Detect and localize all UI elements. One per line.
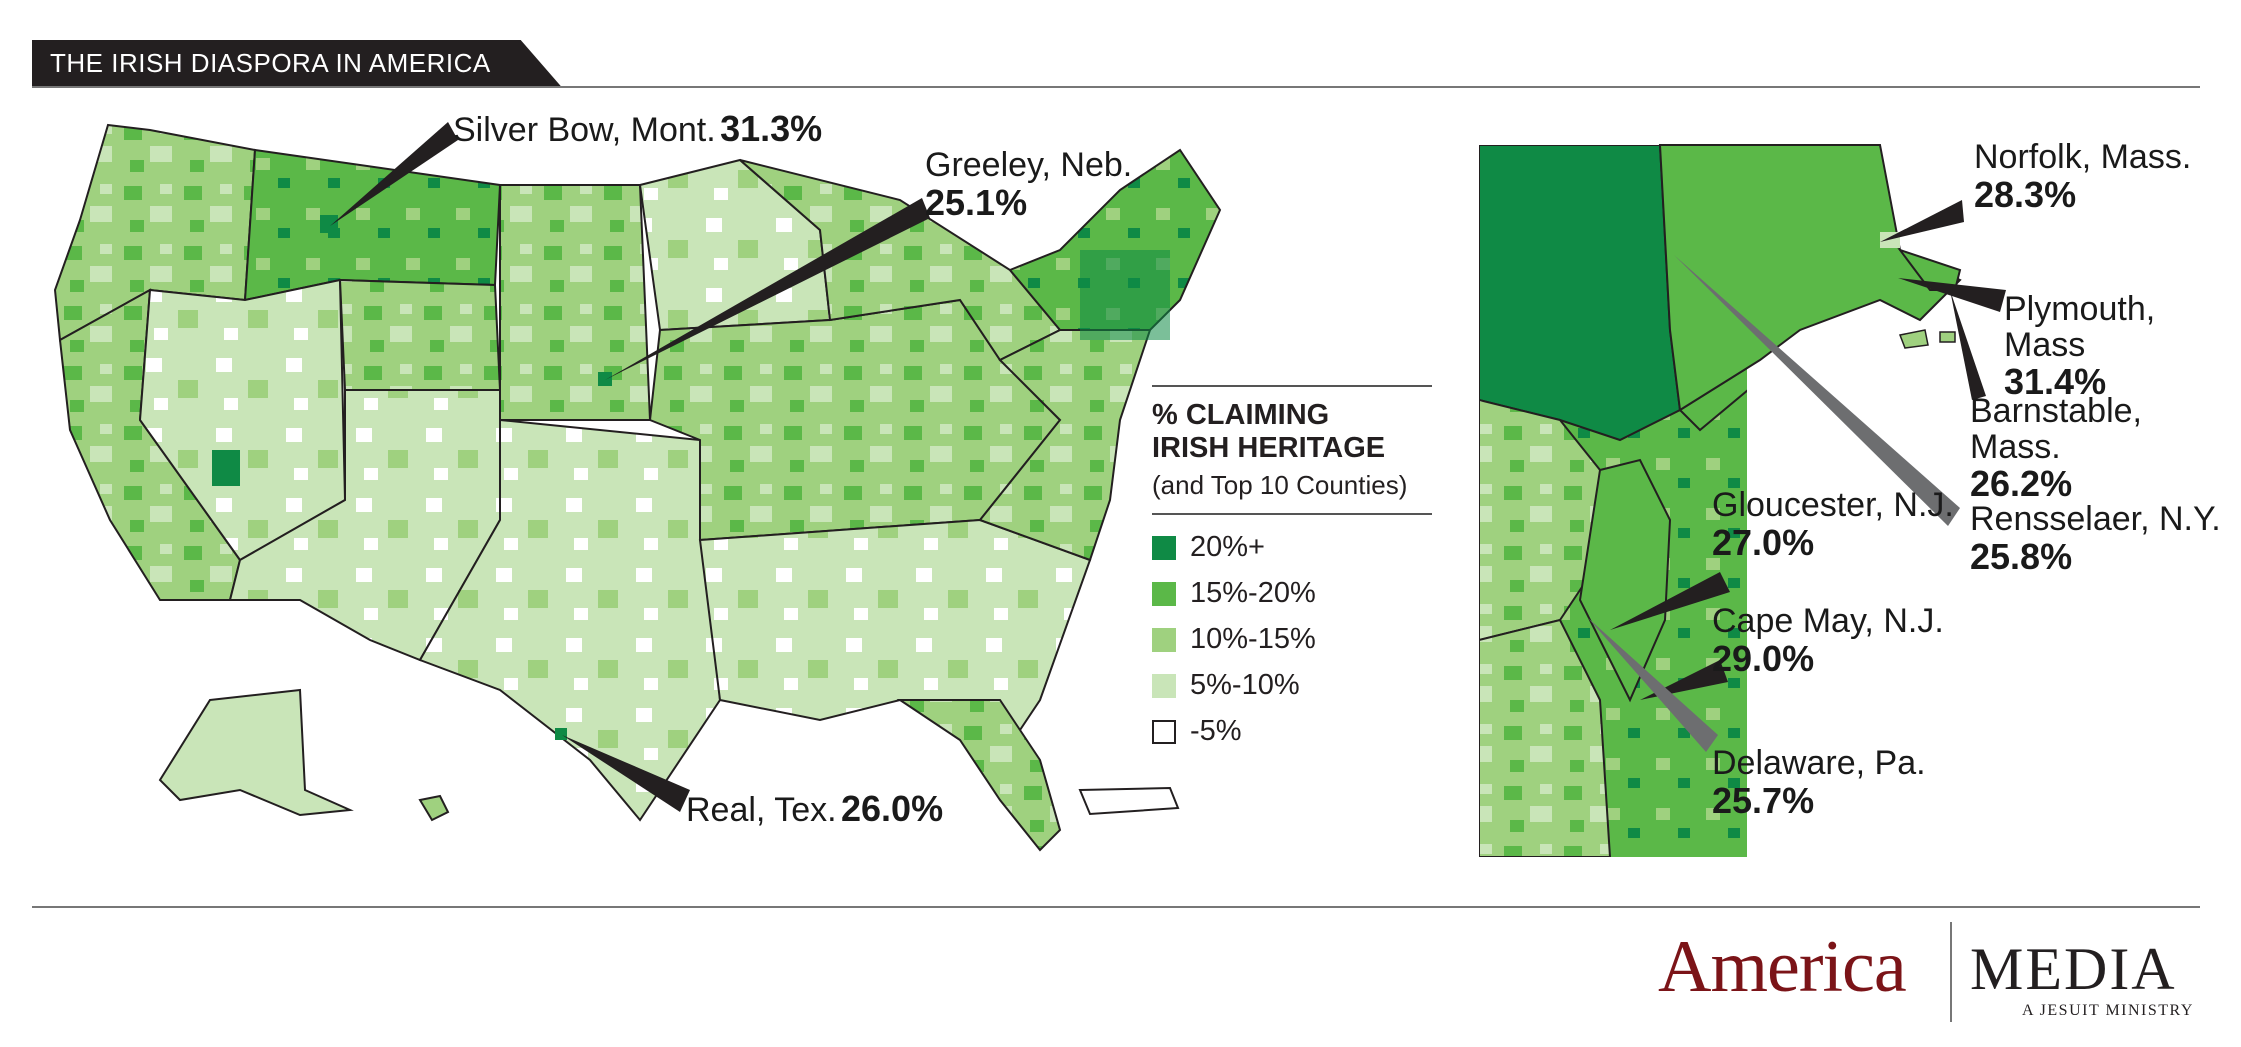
inset-new-jersey <box>1578 458 1672 703</box>
callout-name: Cape May, N.J. <box>1712 602 1944 640</box>
pointer-gloucester <box>1610 572 1730 630</box>
us-map <box>53 123 1222 852</box>
county-silver-bow <box>320 215 338 233</box>
pointer-plymouth <box>1898 278 2006 312</box>
legend-rule-bottom <box>1152 512 1432 515</box>
pointer-greeley <box>605 198 930 380</box>
pointer-silver-bow <box>330 122 458 226</box>
callout-name: Greeley, Neb. <box>925 146 1133 184</box>
callout-gloucester: Gloucester, N.J. 27.0% <box>1712 486 1954 563</box>
callout-silver-bow: Silver Bow, Mont. 31.3% <box>453 110 822 149</box>
legend-rule-top <box>1152 385 1432 387</box>
callout-pct: 31.4% <box>2004 361 2107 403</box>
callout-name: Delaware, Pa. <box>1712 744 1926 782</box>
legend-subtitle: (and Top 10 Counties) <box>1152 469 1408 500</box>
logo-divider <box>1950 922 1952 1022</box>
america-logo: America <box>1658 926 1907 1008</box>
county-real <box>555 728 567 740</box>
legend-title-line2: IRISH HERITAGE <box>1152 432 1386 465</box>
callout-name: Silver Bow, Mont. <box>453 111 716 149</box>
callout-norfolk: Norfolk, Mass. 28.3% <box>1974 138 2192 215</box>
legend-title: % CLAIMING IRISH HERITAGE <box>1152 399 1432 466</box>
legend-item: -5% <box>1152 709 1432 755</box>
callout-name: Gloucester, N.J. <box>1712 486 1954 524</box>
region-mountain-north <box>243 148 502 302</box>
inset-new-york <box>1479 145 1682 442</box>
callout-pct: 26.0% <box>841 788 944 829</box>
legend-title-line1: % CLAIMING <box>1152 399 1330 431</box>
inset-new-england <box>1658 144 1962 412</box>
callout-pct: 25.7% <box>1712 779 1815 821</box>
page-title: THE IRISH DIASPORA IN AMERICA <box>32 40 561 86</box>
legend-label: 20%+ <box>1190 531 1265 564</box>
callout-pct: 29.0% <box>1712 637 1815 679</box>
callout-rensselaer: Rensselaer, N.Y. 25.8% <box>1970 500 2221 577</box>
region-northern-plains <box>499 184 652 421</box>
legend-label: 10%-15% <box>1190 623 1316 656</box>
inset-islands <box>1898 329 1956 349</box>
callout-real: Real, Tex. 26.0% <box>686 790 943 829</box>
region-puerto-rico <box>1078 786 1180 816</box>
map-legend: % CLAIMING IRISH HERITAGE (and Top 10 Co… <box>1152 385 1432 755</box>
legend-label: 5%-10% <box>1190 669 1300 702</box>
callout-cape-may: Cape May, N.J. 29.0% <box>1712 602 1944 679</box>
region-florida <box>896 699 1062 852</box>
callout-delaware: Delaware, Pa. 25.7% <box>1712 744 1926 821</box>
legend-label: 15%-20% <box>1190 577 1316 610</box>
callout-name: Plymouth, Mass <box>2004 290 2156 364</box>
callout-name: Rensselaer, N.Y. <box>1970 500 2221 538</box>
region-hawaii <box>418 794 450 822</box>
legend-swatch <box>1152 535 1176 560</box>
callout-pct: 26.2% <box>1970 463 2073 505</box>
legend-item: 5%-10% <box>1152 663 1432 709</box>
pointer-norfolk <box>1880 200 1964 242</box>
legend-swatch <box>1152 719 1176 744</box>
legend-item: 20%+ <box>1152 525 1432 571</box>
callout-pointers <box>330 122 2006 812</box>
bottom-rule <box>32 906 2200 908</box>
media-logo: MEDIA <box>1970 936 2177 1002</box>
legend-swatch <box>1152 673 1176 698</box>
callout-name: Real, Tex. <box>686 791 837 829</box>
callout-pct: 25.8% <box>1970 535 2073 577</box>
region-south <box>698 518 1092 763</box>
pointer-real <box>562 735 690 812</box>
legend-label: -5% <box>1190 715 1242 748</box>
legend-item: 10%-15% <box>1152 617 1432 663</box>
inset-delaware-maryland <box>1479 618 1612 857</box>
callout-greeley: Greeley, Neb. 25.1% <box>925 146 1133 223</box>
county-ne-cluster <box>1080 250 1170 340</box>
logo-tagline: A JESUIT MINISTRY <box>2022 1002 2194 1019</box>
callout-name: Norfolk, Mass. <box>1974 138 2192 176</box>
legend-swatch <box>1152 581 1176 606</box>
county-greeley <box>598 372 612 386</box>
top-rule <box>32 86 2200 88</box>
legend-item: 15%-20% <box>1152 571 1432 617</box>
pointer-delaware <box>1588 618 1718 752</box>
callout-plymouth: Plymouth, Mass 31.4% <box>2004 290 2241 403</box>
county-utah <box>212 450 240 486</box>
callout-pct: 28.3% <box>1974 173 2077 215</box>
region-rockies <box>338 278 502 391</box>
callout-pct: 27.0% <box>1712 521 1815 563</box>
pointer-barnstable <box>1950 290 1986 400</box>
callout-pct: 31.3% <box>720 108 823 149</box>
pointer-rensselaer <box>1674 255 1960 526</box>
region-alaska <box>158 688 354 817</box>
callout-pct: 25.1% <box>925 181 1028 223</box>
callout-barnstable: Barnstable, Mass. 26.2% <box>1970 392 2241 505</box>
legend-swatch <box>1152 627 1176 652</box>
callout-name: Barnstable, Mass. <box>1970 392 2142 466</box>
